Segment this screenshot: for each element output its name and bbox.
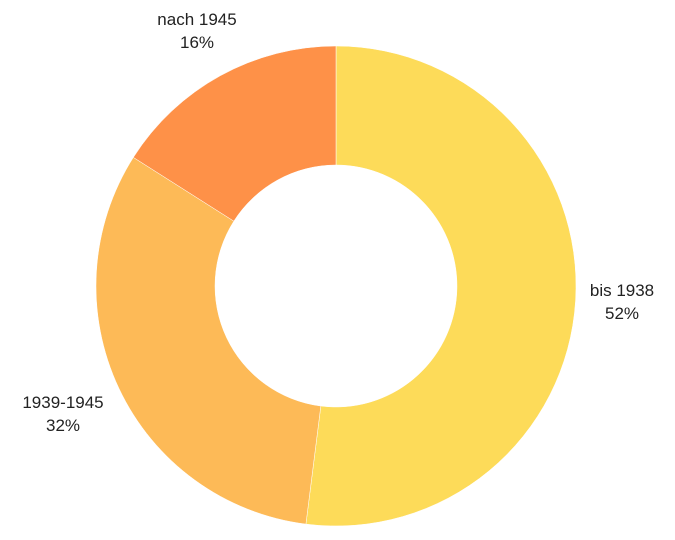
slice-value-nach-1945: 16%: [180, 33, 214, 52]
slice-label-nach-1945: nach 1945: [157, 10, 236, 29]
slice-bis-1938: [305, 45, 577, 527]
slice-value-bis-1938: 52%: [605, 304, 639, 323]
slice-label-bis-1938: bis 1938: [590, 281, 654, 300]
slice-nach-1945: [133, 45, 337, 222]
slices-group: [95, 45, 577, 527]
labels-group: bis 1938 52% 1939-1945 32% nach 1945 16%: [22, 10, 654, 435]
slice-1939-1945: [95, 157, 322, 525]
slice-label-1939-1945: 1939-1945: [22, 393, 103, 412]
slice-value-1939-1945: 32%: [46, 416, 80, 435]
